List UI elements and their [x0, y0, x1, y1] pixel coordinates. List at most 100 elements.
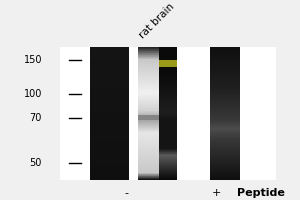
FancyBboxPatch shape: [210, 175, 240, 176]
Text: +: +: [211, 188, 221, 198]
FancyBboxPatch shape: [160, 52, 177, 53]
FancyBboxPatch shape: [210, 120, 240, 121]
FancyBboxPatch shape: [138, 106, 160, 107]
FancyBboxPatch shape: [138, 128, 160, 129]
FancyBboxPatch shape: [90, 129, 129, 130]
FancyBboxPatch shape: [210, 68, 240, 69]
FancyBboxPatch shape: [90, 94, 129, 95]
FancyBboxPatch shape: [210, 107, 240, 108]
FancyBboxPatch shape: [138, 104, 160, 105]
FancyBboxPatch shape: [90, 139, 129, 140]
FancyBboxPatch shape: [138, 69, 160, 70]
FancyBboxPatch shape: [210, 153, 240, 154]
FancyBboxPatch shape: [90, 69, 129, 70]
FancyBboxPatch shape: [90, 49, 129, 50]
FancyBboxPatch shape: [138, 102, 160, 103]
FancyBboxPatch shape: [90, 149, 129, 150]
FancyBboxPatch shape: [90, 77, 129, 78]
FancyBboxPatch shape: [90, 142, 129, 143]
FancyBboxPatch shape: [160, 108, 177, 109]
FancyBboxPatch shape: [138, 108, 160, 109]
FancyBboxPatch shape: [138, 116, 160, 117]
FancyBboxPatch shape: [160, 155, 177, 156]
FancyBboxPatch shape: [210, 91, 240, 92]
FancyBboxPatch shape: [138, 179, 160, 180]
FancyBboxPatch shape: [160, 141, 177, 142]
FancyBboxPatch shape: [210, 108, 240, 109]
FancyBboxPatch shape: [90, 161, 129, 162]
FancyBboxPatch shape: [160, 70, 177, 71]
FancyBboxPatch shape: [138, 122, 160, 123]
FancyBboxPatch shape: [160, 54, 177, 55]
FancyBboxPatch shape: [160, 50, 177, 51]
FancyBboxPatch shape: [210, 176, 240, 177]
FancyBboxPatch shape: [90, 145, 129, 146]
FancyBboxPatch shape: [160, 63, 177, 64]
FancyBboxPatch shape: [138, 111, 160, 112]
FancyBboxPatch shape: [138, 90, 160, 91]
FancyBboxPatch shape: [90, 160, 129, 161]
FancyBboxPatch shape: [138, 173, 160, 174]
FancyBboxPatch shape: [210, 98, 240, 99]
FancyBboxPatch shape: [138, 81, 160, 82]
FancyBboxPatch shape: [210, 75, 240, 76]
FancyBboxPatch shape: [90, 103, 129, 104]
FancyBboxPatch shape: [138, 121, 160, 122]
FancyBboxPatch shape: [90, 179, 129, 180]
FancyBboxPatch shape: [138, 133, 160, 134]
FancyBboxPatch shape: [160, 120, 177, 121]
FancyBboxPatch shape: [90, 86, 129, 87]
FancyBboxPatch shape: [210, 132, 240, 133]
FancyBboxPatch shape: [90, 131, 129, 132]
FancyBboxPatch shape: [160, 49, 177, 50]
FancyBboxPatch shape: [160, 81, 177, 82]
FancyBboxPatch shape: [160, 177, 177, 178]
FancyBboxPatch shape: [210, 105, 240, 106]
FancyBboxPatch shape: [138, 157, 160, 158]
FancyBboxPatch shape: [90, 70, 129, 71]
FancyBboxPatch shape: [90, 55, 129, 56]
FancyBboxPatch shape: [210, 94, 240, 95]
FancyBboxPatch shape: [160, 126, 177, 127]
FancyBboxPatch shape: [160, 179, 177, 180]
FancyBboxPatch shape: [160, 148, 177, 149]
FancyBboxPatch shape: [138, 130, 160, 131]
FancyBboxPatch shape: [90, 130, 129, 131]
FancyBboxPatch shape: [210, 157, 240, 158]
Text: Peptide: Peptide: [237, 188, 285, 198]
FancyBboxPatch shape: [90, 104, 129, 105]
FancyBboxPatch shape: [210, 84, 240, 85]
FancyBboxPatch shape: [160, 68, 177, 69]
FancyBboxPatch shape: [160, 61, 177, 62]
FancyBboxPatch shape: [90, 115, 129, 116]
FancyBboxPatch shape: [210, 163, 240, 164]
FancyBboxPatch shape: [210, 162, 240, 163]
FancyBboxPatch shape: [160, 82, 177, 83]
FancyBboxPatch shape: [90, 63, 129, 64]
FancyBboxPatch shape: [160, 170, 177, 171]
FancyBboxPatch shape: [210, 51, 240, 52]
FancyBboxPatch shape: [138, 156, 160, 157]
FancyBboxPatch shape: [210, 89, 240, 90]
FancyBboxPatch shape: [90, 65, 129, 66]
FancyBboxPatch shape: [90, 58, 129, 59]
FancyBboxPatch shape: [138, 65, 160, 66]
FancyBboxPatch shape: [210, 96, 240, 97]
FancyBboxPatch shape: [90, 79, 129, 80]
FancyBboxPatch shape: [160, 98, 177, 99]
FancyBboxPatch shape: [160, 149, 177, 150]
FancyBboxPatch shape: [138, 55, 160, 56]
FancyBboxPatch shape: [90, 61, 129, 62]
FancyBboxPatch shape: [138, 177, 160, 178]
FancyBboxPatch shape: [160, 146, 177, 147]
FancyBboxPatch shape: [210, 147, 240, 148]
FancyBboxPatch shape: [90, 82, 129, 83]
Text: -: -: [124, 188, 128, 198]
FancyBboxPatch shape: [160, 79, 177, 80]
FancyBboxPatch shape: [138, 150, 160, 151]
FancyBboxPatch shape: [160, 152, 177, 153]
FancyBboxPatch shape: [138, 170, 160, 171]
FancyBboxPatch shape: [210, 146, 240, 147]
FancyBboxPatch shape: [90, 150, 129, 151]
FancyBboxPatch shape: [210, 127, 240, 128]
